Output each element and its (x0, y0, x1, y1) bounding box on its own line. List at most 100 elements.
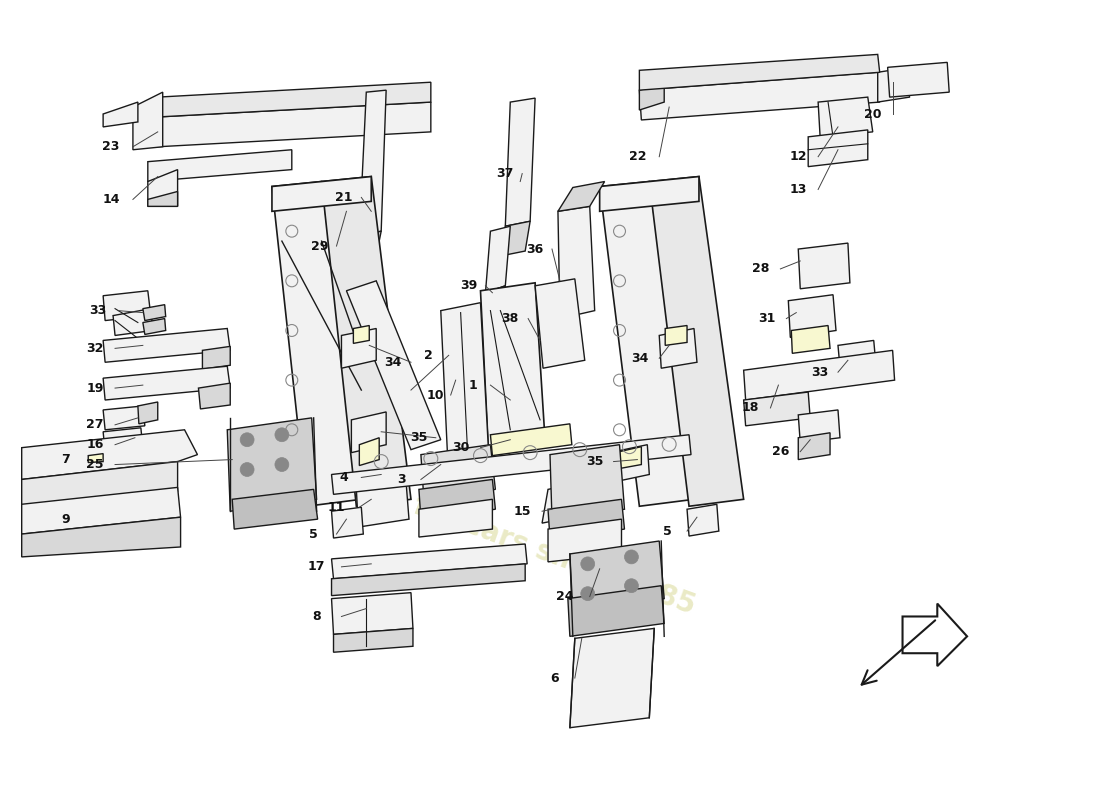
Polygon shape (481, 283, 544, 450)
Polygon shape (22, 517, 180, 557)
Text: 36: 36 (527, 242, 543, 255)
Polygon shape (818, 97, 872, 137)
Polygon shape (341, 329, 376, 368)
Text: 7: 7 (60, 453, 69, 466)
Polygon shape (321, 177, 411, 506)
Text: 21: 21 (334, 191, 352, 204)
Text: 22: 22 (628, 150, 646, 163)
Polygon shape (143, 318, 166, 334)
Polygon shape (791, 326, 830, 354)
Polygon shape (331, 564, 525, 596)
Polygon shape (744, 392, 811, 426)
Polygon shape (346, 281, 441, 450)
Polygon shape (548, 519, 621, 562)
Polygon shape (202, 346, 230, 370)
Text: 39: 39 (460, 279, 477, 292)
Polygon shape (354, 231, 382, 261)
Text: 10: 10 (427, 389, 444, 402)
Polygon shape (360, 438, 379, 466)
Text: 15: 15 (514, 505, 531, 518)
Polygon shape (232, 490, 318, 529)
Text: 32: 32 (87, 342, 103, 355)
Polygon shape (331, 434, 691, 494)
Text: 20: 20 (864, 107, 881, 121)
Circle shape (240, 462, 254, 477)
Text: 2: 2 (425, 349, 433, 362)
Polygon shape (157, 102, 431, 146)
Polygon shape (888, 62, 949, 97)
Polygon shape (570, 629, 654, 728)
Text: 26: 26 (772, 445, 789, 458)
Text: 28: 28 (751, 262, 769, 275)
Text: 38: 38 (502, 312, 519, 325)
Text: 12: 12 (790, 150, 807, 163)
Text: 18: 18 (741, 402, 759, 414)
Text: 37: 37 (496, 167, 514, 180)
Polygon shape (789, 294, 836, 338)
Polygon shape (143, 305, 166, 321)
Text: 34: 34 (384, 356, 402, 369)
Polygon shape (568, 586, 664, 636)
Polygon shape (419, 499, 493, 537)
Polygon shape (500, 222, 530, 256)
Text: 31: 31 (758, 312, 776, 325)
Text: 33: 33 (812, 366, 828, 378)
Text: 34: 34 (630, 352, 648, 365)
Polygon shape (441, 302, 488, 459)
Circle shape (240, 433, 254, 446)
Text: 16: 16 (87, 438, 103, 451)
Polygon shape (228, 418, 317, 511)
Polygon shape (272, 182, 361, 506)
Text: 23: 23 (102, 140, 120, 154)
Polygon shape (535, 279, 585, 368)
Text: 4: 4 (339, 471, 348, 484)
Polygon shape (639, 72, 880, 120)
Text: 19: 19 (87, 382, 103, 394)
Text: 13: 13 (790, 183, 807, 196)
Text: 5: 5 (309, 527, 318, 541)
Polygon shape (600, 177, 698, 211)
Polygon shape (548, 499, 625, 539)
Polygon shape (360, 90, 386, 236)
Polygon shape (421, 445, 495, 499)
Polygon shape (619, 446, 641, 469)
Polygon shape (744, 350, 894, 400)
Text: 3: 3 (397, 473, 406, 486)
Polygon shape (639, 84, 664, 110)
Polygon shape (666, 326, 688, 346)
Polygon shape (272, 177, 372, 211)
Polygon shape (103, 329, 230, 362)
Circle shape (581, 557, 595, 571)
Text: 27: 27 (87, 418, 103, 431)
Polygon shape (558, 182, 605, 211)
Circle shape (581, 586, 595, 601)
Polygon shape (550, 445, 625, 519)
Polygon shape (799, 410, 840, 442)
Polygon shape (331, 593, 412, 634)
Text: 25: 25 (87, 458, 103, 471)
Text: 5: 5 (663, 525, 672, 538)
Polygon shape (331, 197, 361, 226)
Polygon shape (198, 383, 230, 409)
Polygon shape (103, 290, 151, 321)
Text: 17: 17 (308, 560, 326, 574)
Text: 6: 6 (551, 671, 559, 685)
Polygon shape (838, 341, 876, 367)
Polygon shape (688, 504, 718, 536)
Polygon shape (600, 182, 694, 506)
Text: 11: 11 (328, 501, 345, 514)
Polygon shape (22, 430, 198, 479)
Polygon shape (659, 329, 697, 368)
Text: 24: 24 (557, 590, 573, 603)
Text: 35: 35 (586, 455, 604, 468)
Polygon shape (639, 54, 880, 90)
Polygon shape (356, 482, 409, 527)
Polygon shape (615, 445, 649, 482)
Polygon shape (147, 170, 177, 206)
Circle shape (275, 458, 289, 471)
Polygon shape (22, 462, 177, 507)
Text: 1: 1 (469, 378, 477, 392)
Polygon shape (481, 286, 505, 321)
Text: 30: 30 (452, 441, 470, 454)
Polygon shape (491, 424, 572, 456)
